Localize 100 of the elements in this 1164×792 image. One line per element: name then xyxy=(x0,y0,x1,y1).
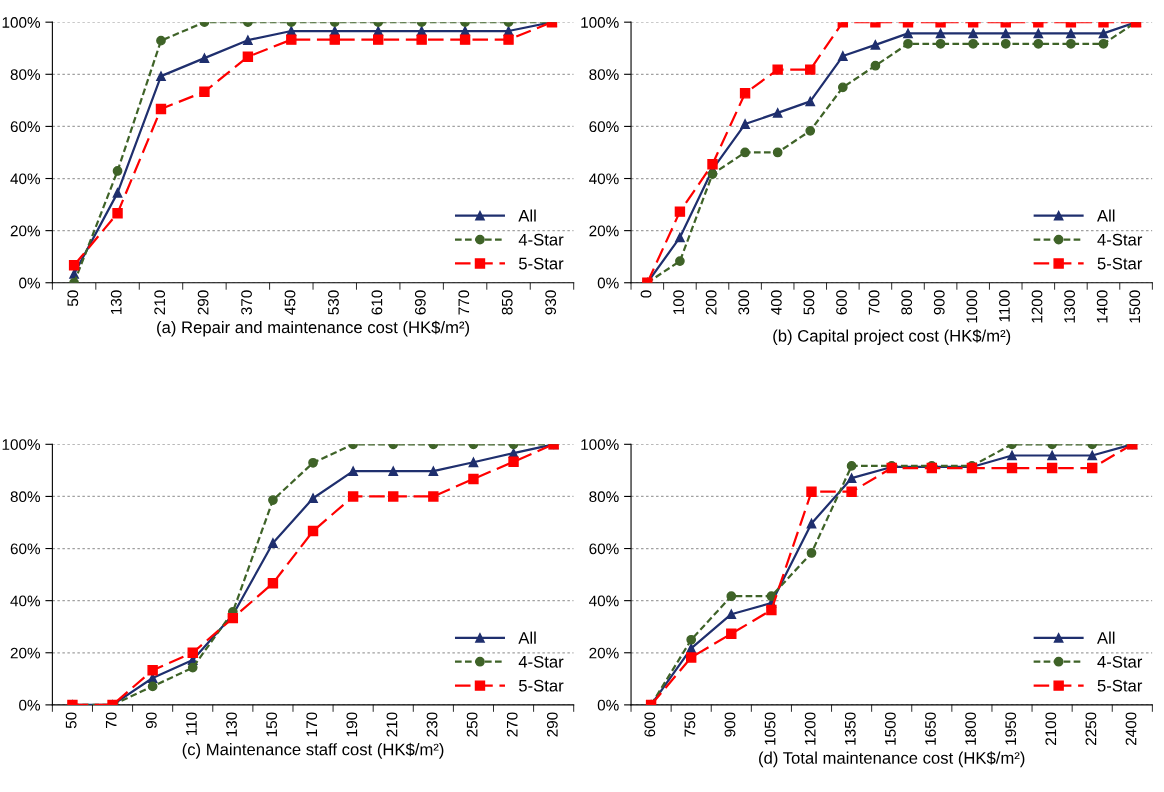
x-tick-label: 900 xyxy=(724,712,736,737)
point xyxy=(1066,28,1076,39)
point xyxy=(726,591,737,602)
point xyxy=(674,206,686,217)
x-tick-label: 400 xyxy=(770,290,782,315)
point xyxy=(805,64,816,75)
point xyxy=(805,125,816,136)
x-tick-label: 50 xyxy=(67,290,79,307)
x-tick-label: 1200 xyxy=(1031,290,1043,323)
point xyxy=(806,486,817,497)
x-tick-label: 170 xyxy=(306,712,318,737)
point xyxy=(1006,462,1018,474)
y-tick-label: 40% xyxy=(10,595,41,607)
x-tick-label: 2250 xyxy=(1085,712,1097,746)
y-tick-label: 80% xyxy=(589,69,619,80)
legend-label: All xyxy=(1097,209,1115,222)
y-tick-label: 80% xyxy=(589,491,619,503)
x-tick-label: 130 xyxy=(110,290,122,315)
point xyxy=(726,628,737,639)
point xyxy=(187,647,198,658)
x-tick-label: 130 xyxy=(226,712,237,737)
x-tick-label: 100 xyxy=(673,290,685,315)
y-tick-label: 60% xyxy=(589,121,619,133)
x-axis-title: (b) Capital project cost (HK$/m²) xyxy=(773,329,1011,346)
point xyxy=(675,256,685,266)
y-tick-label: 100% xyxy=(581,439,619,450)
point xyxy=(503,34,514,45)
x-tick-label: 290 xyxy=(197,290,209,315)
point xyxy=(147,681,158,692)
x-tick-label: 1500 xyxy=(884,712,896,745)
y-tick-label: 0% xyxy=(19,277,41,289)
y-tick-label: 40% xyxy=(10,173,41,185)
point xyxy=(766,604,777,616)
legend-label: 5-Star xyxy=(1097,257,1143,270)
x-tick-label: 1100 xyxy=(999,290,1010,322)
x-tick-label: 200 xyxy=(705,290,717,315)
x-tick-label: 1500 xyxy=(1129,290,1141,323)
point xyxy=(348,466,359,477)
point xyxy=(685,652,697,663)
x-tick-label: 2100 xyxy=(1045,712,1057,746)
x-tick-label: 1800 xyxy=(965,712,977,745)
x-tick-label: 900 xyxy=(933,290,945,315)
x-tick-label: 930 xyxy=(545,290,557,315)
point xyxy=(1066,38,1076,49)
x-tick-label: 210 xyxy=(386,712,398,737)
point xyxy=(1000,28,1011,39)
x-tick-label: 190 xyxy=(346,712,358,737)
point xyxy=(740,147,750,158)
point xyxy=(968,38,979,49)
point xyxy=(155,103,167,115)
point xyxy=(156,71,166,81)
point xyxy=(147,665,158,676)
x-tick-label: 110 xyxy=(186,712,197,736)
point xyxy=(686,634,697,645)
point xyxy=(468,473,479,485)
point xyxy=(329,34,340,45)
legend-label: 4-Star xyxy=(518,233,564,246)
point xyxy=(870,39,881,50)
point xyxy=(308,457,318,468)
x-tick-label: 90 xyxy=(145,712,157,729)
point xyxy=(935,28,946,39)
point xyxy=(1033,28,1044,39)
y-tick-label: 0% xyxy=(19,699,41,711)
point xyxy=(675,232,685,243)
point xyxy=(707,169,718,179)
x-tick-label: 450 xyxy=(284,290,296,315)
x-tick-label: 700 xyxy=(868,290,880,315)
point xyxy=(740,119,750,129)
x-tick-label: 50 xyxy=(65,712,77,729)
y-tick-label: 80% xyxy=(10,69,41,80)
point xyxy=(308,493,318,504)
point xyxy=(707,158,718,170)
x-tick-label: 800 xyxy=(901,290,913,315)
point xyxy=(468,457,479,468)
point xyxy=(199,86,210,97)
legend-label: 5-Star xyxy=(1097,679,1143,692)
point xyxy=(772,64,783,75)
point xyxy=(388,466,399,477)
x-tick-label: 210 xyxy=(154,290,166,315)
y-tick-label: 100% xyxy=(2,17,41,28)
x-tick-label: 1950 xyxy=(1005,712,1017,745)
legend-label: 4-Star xyxy=(518,655,564,668)
point xyxy=(1086,462,1098,474)
point xyxy=(508,456,519,467)
y-tick-label: 20% xyxy=(10,647,41,659)
point xyxy=(806,548,817,558)
x-tick-label: 530 xyxy=(328,290,339,315)
point xyxy=(243,35,253,46)
point xyxy=(242,51,254,63)
point xyxy=(739,88,751,99)
x-tick-label: 250 xyxy=(466,712,478,737)
point xyxy=(1087,450,1098,461)
y-tick-label: 100% xyxy=(581,17,619,28)
x-tick-label: 230 xyxy=(426,712,438,737)
x-tick-label: 0 xyxy=(640,290,652,298)
x-tick-label: 850 xyxy=(501,290,513,315)
x-tick-label: 600 xyxy=(644,712,656,737)
point xyxy=(227,612,239,624)
legend-label: 5-Star xyxy=(518,257,564,270)
x-axis-title: (c) Maintenance staff cost (HK$/m²) xyxy=(182,742,444,759)
